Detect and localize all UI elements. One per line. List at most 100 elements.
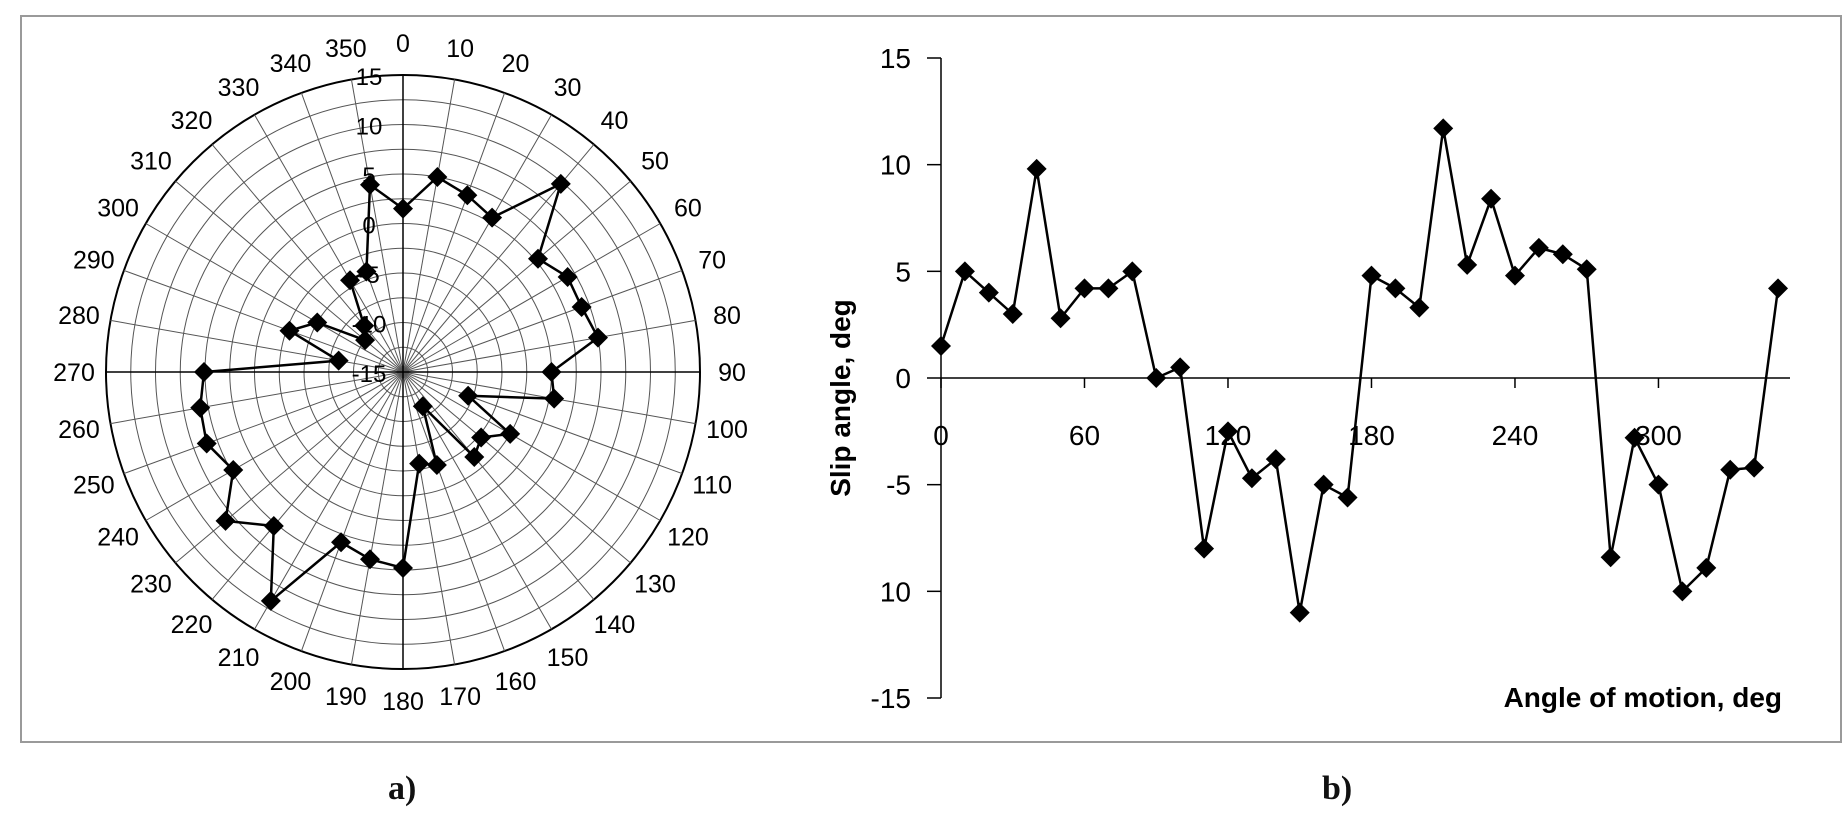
- line-data-point: [1050, 308, 1071, 329]
- polar-spoke: [145, 371, 404, 521]
- line-data-point: [1504, 265, 1525, 286]
- polar-data-point: [223, 460, 244, 481]
- polar-spoke: [402, 79, 456, 373]
- line-data-point: [1720, 459, 1741, 480]
- y-axis-tick-label: 15: [880, 43, 911, 74]
- y-axis-tick-label: 10: [880, 150, 911, 181]
- line-data-point: [1265, 449, 1286, 470]
- polar-angle-tick-label: 270: [53, 359, 95, 387]
- x-axis-tick-label: 300: [1635, 420, 1682, 451]
- polar-angle-tick-label: 240: [97, 524, 139, 552]
- polar-angle-tick-label: 160: [495, 668, 537, 696]
- polar-angle-tick-label: 330: [218, 74, 260, 102]
- polar-angle-tick-label: 20: [502, 50, 530, 78]
- polar-spoke: [402, 371, 661, 521]
- polar-spoke: [300, 92, 404, 373]
- polar-data-point: [263, 515, 284, 536]
- x-axis-tick-label: 60: [1069, 420, 1100, 451]
- x-axis-tick-label: 0: [933, 420, 949, 451]
- line-data-point: [1528, 237, 1549, 258]
- line-data-point: [1002, 304, 1023, 324]
- polar-angle-tick-label: 60: [674, 195, 702, 223]
- line-data-point: [1385, 278, 1406, 299]
- y-axis-tick-label: -15: [871, 683, 911, 714]
- polar-spoke: [211, 371, 404, 600]
- polar-radial-tick-label: 15: [356, 64, 383, 91]
- polar-spoke: [110, 319, 404, 373]
- line-data-point: [954, 261, 975, 282]
- polar-angle-tick-label: 110: [692, 472, 732, 500]
- polar-spoke: [254, 371, 404, 630]
- polar-data-point: [260, 590, 281, 611]
- polar-data-point: [587, 327, 608, 348]
- polar-data-point: [482, 207, 503, 228]
- line-data-point: [1409, 297, 1430, 318]
- polar-data-point: [464, 446, 485, 467]
- polar-data-point: [194, 362, 215, 382]
- polar-spoke: [402, 371, 683, 475]
- polar-data-point: [427, 167, 448, 188]
- polar-angle-tick-label: 180: [382, 688, 424, 716]
- caption-panel-a: a): [388, 770, 417, 807]
- polar-data-point: [471, 427, 492, 448]
- x-axis-tick-label: 240: [1492, 420, 1539, 451]
- polar-angle-tick-label: 130: [634, 570, 676, 598]
- line-data-point: [1074, 278, 1095, 299]
- polar-data-point: [527, 248, 548, 269]
- line-data-point: [1217, 421, 1238, 442]
- polar-angle-tick-label: 90: [718, 359, 746, 387]
- polar-angle-tick-label: 30: [554, 74, 582, 102]
- polar-data-point: [458, 385, 479, 406]
- polar-angle-tick-label: 70: [698, 246, 726, 274]
- figure-frame: [20, 15, 1842, 743]
- polar-angle-tick-label: 150: [547, 644, 589, 672]
- polar-spoke: [300, 371, 404, 652]
- line-data-point: [1313, 474, 1334, 495]
- polar-series-line: [198, 175, 600, 603]
- polar-angle-tick-label: 260: [58, 416, 100, 444]
- line-data-point: [1672, 581, 1693, 602]
- line-data-point: [1600, 547, 1621, 568]
- polar-data-point: [279, 320, 300, 341]
- polar-data-point: [557, 266, 578, 287]
- polar-data-point: [307, 312, 328, 333]
- polar-data-point: [571, 296, 592, 317]
- polar-spoke: [402, 92, 506, 373]
- polar-angle-tick-label: 310: [130, 148, 172, 176]
- line-data-point: [1457, 254, 1478, 275]
- polar-data-point: [359, 174, 380, 195]
- line-data-point: [1552, 244, 1573, 265]
- polar-radial-tick-label: -15: [352, 361, 387, 388]
- polar-spoke: [402, 371, 552, 630]
- y-axis-tick-label: -5: [886, 470, 911, 501]
- polar-data-point: [355, 330, 376, 351]
- polar-spoke: [402, 180, 631, 373]
- polar-data-point: [544, 388, 565, 409]
- polar-chart: -15-10-505101501020304050607080901001101…: [53, 30, 748, 716]
- line-data-point: [1576, 259, 1597, 280]
- polar-angle-tick-label: 290: [73, 246, 115, 274]
- polar-angle-tick-label: 50: [641, 148, 669, 176]
- line-data-point: [1696, 557, 1717, 578]
- line-data-point: [1744, 457, 1765, 478]
- polar-spoke: [350, 79, 404, 373]
- polar-angle-tick-label: 140: [594, 611, 636, 639]
- line-data-point: [1768, 278, 1789, 299]
- line-data-point: [1241, 468, 1262, 489]
- polar-data-point: [457, 185, 478, 206]
- polar-spoke: [402, 269, 683, 373]
- line-data-point: [1289, 602, 1310, 623]
- polar-angle-tick-label: 230: [130, 570, 172, 598]
- polar-angle-tick-label: 80: [713, 302, 741, 330]
- polar-angle-tick-label: 100: [706, 416, 748, 444]
- line-data-point: [1146, 368, 1167, 388]
- polar-data-point: [393, 558, 413, 579]
- polar-spoke: [123, 371, 404, 475]
- polar-data-point: [409, 453, 430, 474]
- polar-data-point: [359, 549, 380, 570]
- polar-data-point: [354, 315, 375, 336]
- line-data-point: [1648, 474, 1669, 495]
- y-axis-tick-label: 0: [895, 363, 911, 394]
- polar-data-point: [412, 396, 433, 417]
